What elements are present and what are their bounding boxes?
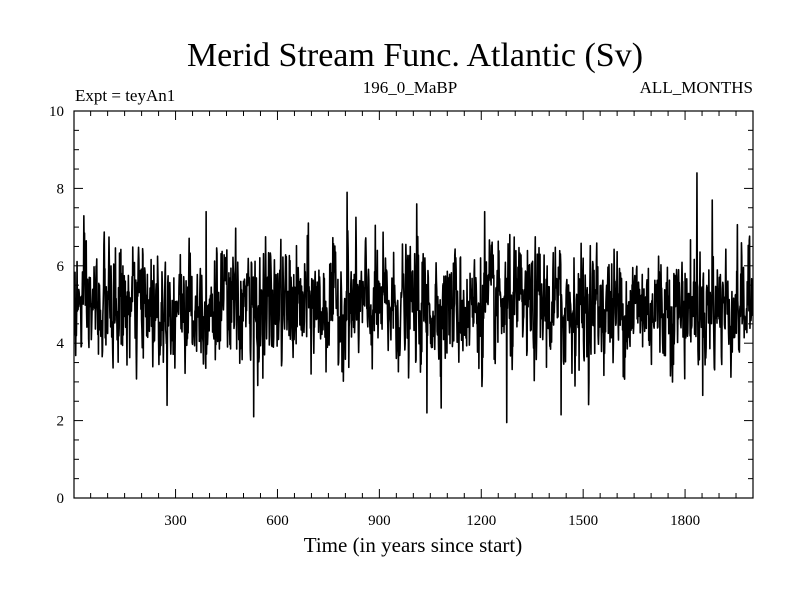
x-axis-label: Time (in years since start) (304, 533, 523, 557)
y-tick-label: 10 (49, 104, 64, 120)
experiment-label: Expt = teyAn1 (75, 86, 175, 105)
x-tick-label: 1500 (568, 513, 598, 529)
chart-title: Merid Stream Func. Atlantic (Sv) (187, 37, 643, 74)
x-tick-label: 300 (164, 513, 187, 529)
x-tick-label: 1200 (466, 513, 496, 529)
x-tick-label: 900 (368, 513, 391, 529)
period-label: 196_0_MaBP (363, 78, 457, 97)
y-tick-label: 8 (57, 181, 65, 197)
series-line (74, 172, 753, 424)
months-label: ALL_MONTHS (640, 78, 753, 97)
axis-tick-labels: 300 600 900 1200 1500 1800 0 2 4 6 8 10 (49, 104, 700, 529)
x-tick-label: 1800 (670, 513, 700, 529)
y-tick-label: 0 (57, 491, 65, 507)
y-tick-label: 2 (57, 414, 65, 430)
x-tick-label: 600 (266, 513, 289, 529)
axis-ticks (74, 111, 753, 498)
y-tick-label: 4 (57, 336, 65, 352)
plot-area: 300 600 900 1200 1500 1800 0 2 4 6 8 10 (49, 104, 754, 529)
y-tick-label: 6 (57, 259, 65, 275)
